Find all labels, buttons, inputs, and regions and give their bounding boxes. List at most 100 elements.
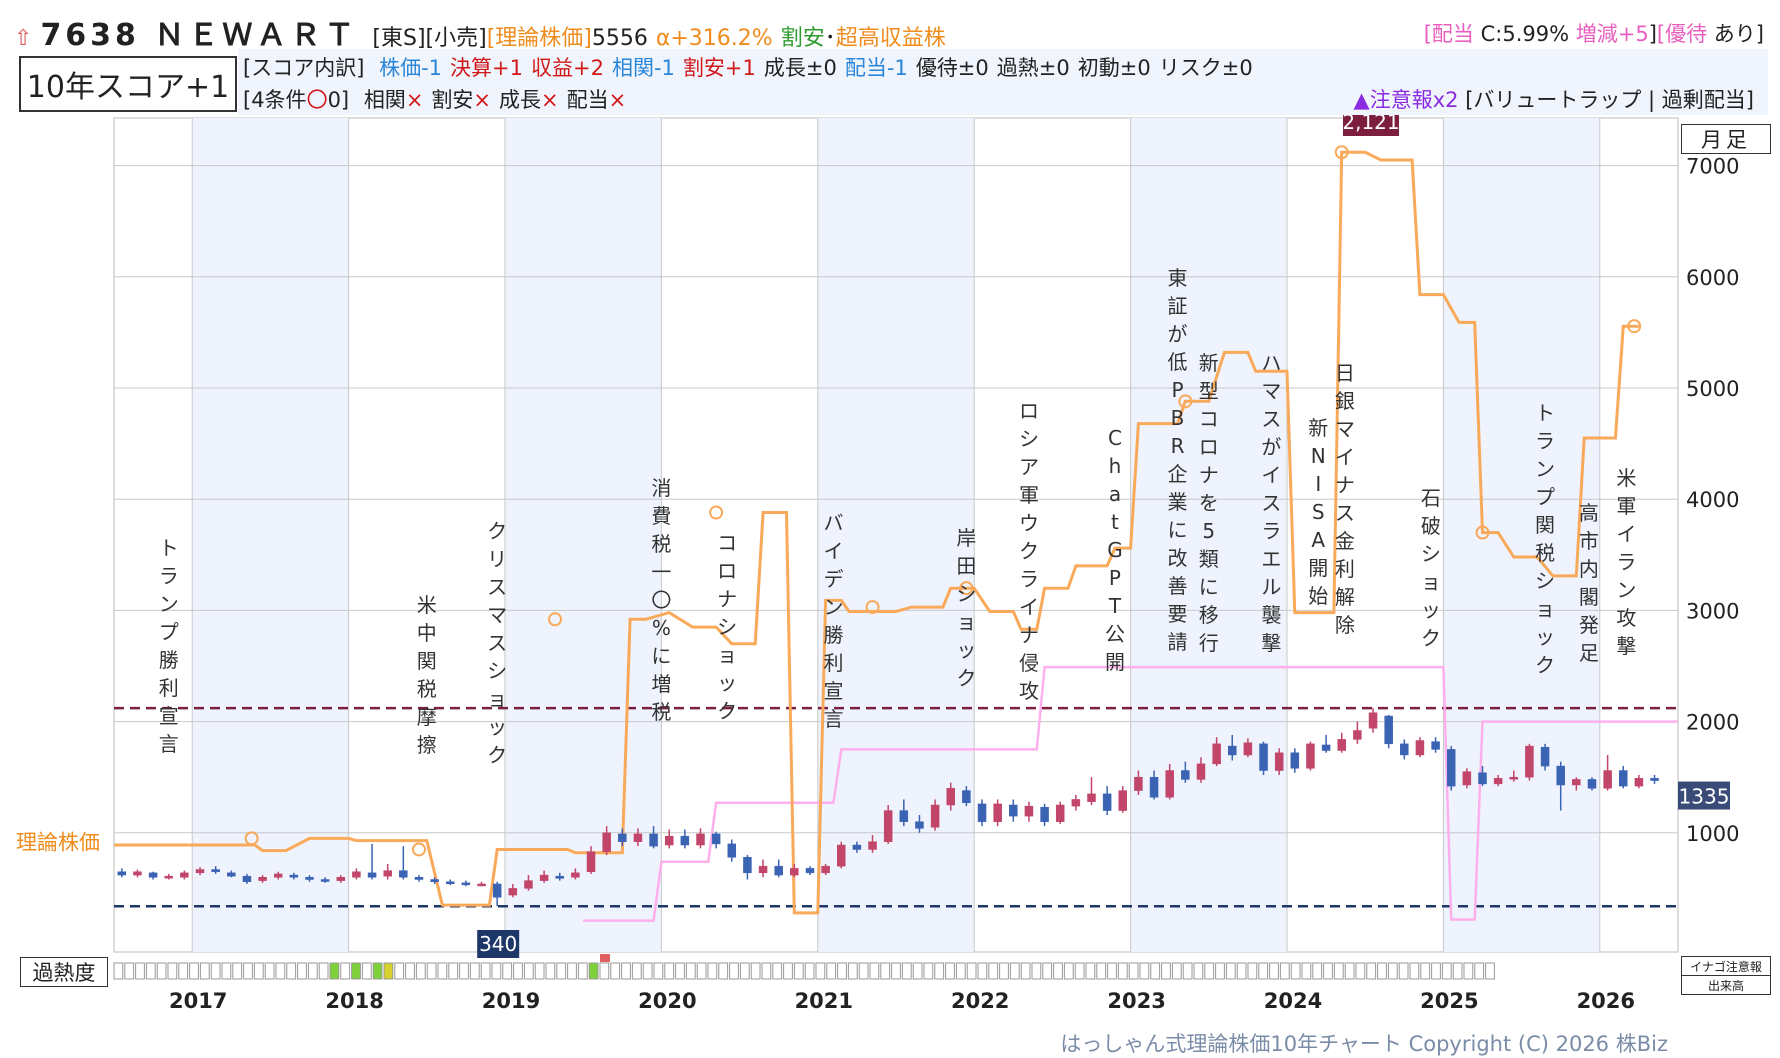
heat-cell	[1269, 962, 1279, 980]
heat-cell	[1225, 962, 1236, 980]
heat-cell	[1366, 962, 1377, 980]
heat-cell	[307, 962, 318, 980]
breakdown-item: リスク±0	[1158, 56, 1253, 80]
candle-body	[352, 871, 361, 878]
theory-price-value: 5556	[591, 26, 648, 51]
breakdown-item: 成長±0	[763, 56, 837, 80]
heat-cell	[923, 962, 934, 980]
heat-cell	[372, 962, 383, 980]
candle-body	[790, 868, 799, 876]
candle-body	[414, 877, 424, 880]
candle-body	[571, 872, 580, 878]
ten-year-score: 10年スコア+1	[19, 56, 237, 112]
candle-body	[1353, 730, 1362, 740]
heat-cell	[329, 962, 340, 980]
candle-body	[117, 871, 127, 876]
x-year-label: 2020	[638, 989, 696, 1013]
heat-cell	[199, 962, 210, 980]
breakdown-item: 収益+2	[531, 56, 604, 80]
monthly-period-button[interactable]: 月足	[1681, 124, 1771, 154]
event-label: 米軍イラン攻撃	[1616, 466, 1636, 658]
condition-item: 配当×	[566, 88, 627, 112]
candle-body	[899, 810, 909, 822]
event-label: 東証が低 P B R 企業に改善要請	[1168, 266, 1188, 654]
candle-body	[430, 879, 439, 882]
candle-body	[289, 874, 299, 878]
theory-price-marker	[411, 842, 426, 857]
heat-cell	[1258, 962, 1269, 980]
x-year-label: 2019	[482, 989, 540, 1013]
heat-cell	[1247, 962, 1258, 980]
event-label: 高市内閣発足	[1579, 501, 1599, 665]
candle-body	[930, 804, 940, 828]
heat-cell	[459, 962, 469, 980]
heat-cell	[858, 962, 869, 980]
heat-cell	[145, 962, 156, 980]
heat-cell	[135, 962, 145, 980]
candle-body	[1619, 770, 1628, 787]
heat-cell	[448, 962, 459, 980]
candle-body	[1493, 778, 1503, 785]
stock-name: ＮＥＷＡＲＴ	[154, 18, 359, 53]
candle-body	[1071, 799, 1081, 807]
inago-alert-button[interactable]: イナゴ注意報	[1681, 956, 1771, 976]
event-annotation: ハマスがイスラエル襲撃	[1261, 351, 1281, 655]
candle-body	[1337, 739, 1346, 751]
score-breakdown-band	[238, 49, 1768, 115]
candle-body	[273, 873, 283, 878]
current-price-badge	[1678, 781, 1730, 810]
heat-cell	[480, 962, 491, 980]
heat-cell	[642, 962, 653, 980]
heat-cell	[1128, 962, 1139, 980]
heat-cell	[221, 962, 232, 980]
candle-body	[1259, 743, 1268, 771]
heat-cell	[804, 962, 815, 980]
heat-cell	[1312, 962, 1323, 980]
event-label: トランプ勝利宣言	[159, 536, 179, 756]
candle-body	[1181, 770, 1190, 780]
warning-detail: [バリュートラップ | 過剰配当]	[1465, 88, 1754, 112]
heat-cell	[405, 962, 415, 980]
candle-body	[461, 882, 471, 886]
heat-cell	[1161, 962, 1171, 980]
candle-body	[1540, 746, 1550, 767]
candle-body	[805, 868, 815, 874]
volume-button[interactable]: 出来高	[1681, 975, 1771, 995]
y-tick-label: 6000	[1686, 266, 1739, 290]
candle-body	[383, 870, 392, 877]
candle-body	[1634, 778, 1644, 787]
candle-body	[508, 888, 518, 896]
heat-cell	[1409, 962, 1420, 980]
heat-cell	[556, 962, 567, 980]
event-label: バイデン勝利宣言	[823, 511, 843, 731]
heat-cell	[113, 962, 124, 980]
y-tick-label: 3000	[1686, 599, 1739, 623]
heat-cell	[275, 962, 286, 980]
warning-row: ▲注意報x2 [バリュートラップ | 過剰配当]	[1354, 84, 1754, 114]
event-label: コロナショック	[717, 531, 737, 723]
breakdown-item: 配当-1	[844, 56, 908, 80]
heat-cell	[631, 962, 642, 980]
candle-body	[1087, 793, 1096, 802]
candle-body	[367, 872, 377, 878]
heat-cell	[340, 962, 351, 980]
candle-body	[758, 865, 768, 874]
candle-body	[1306, 743, 1315, 769]
heat-cell	[880, 962, 891, 980]
x-year-label: 2017	[169, 989, 227, 1013]
heat-cell	[685, 962, 696, 980]
heat-cell	[437, 962, 448, 980]
candle-body	[1556, 765, 1565, 786]
candle-body	[1228, 745, 1237, 756]
heat-cell	[1452, 962, 1463, 980]
heat-cell	[1279, 962, 1290, 980]
heat-cell	[1398, 962, 1409, 980]
x-year-label: 2018	[325, 989, 383, 1013]
heat-cell	[178, 962, 189, 980]
event-annotation: ロシア軍ウクライナ侵攻	[1019, 399, 1039, 703]
score-breakdown: [スコア内訳] 株価-1 決算+1 収益+2 相関-1 割安+1 成長±0 配当-1 優待±0…	[243, 52, 1253, 82]
heat-cell	[955, 962, 966, 980]
heat-cell	[1420, 962, 1431, 980]
candle-body	[1572, 779, 1581, 786]
candle-body	[227, 872, 236, 877]
